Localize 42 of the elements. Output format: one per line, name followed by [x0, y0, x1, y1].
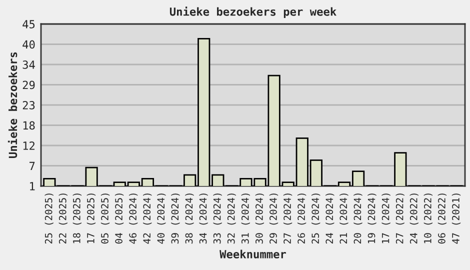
x-tick-label: 17 (2024): [382, 194, 390, 244]
x-tick-label: 22 (2025): [58, 194, 68, 244]
x-tick-label: 26 (2024): [297, 194, 306, 244]
x-tick-label: 24 (2024): [326, 194, 334, 244]
x-tick-label: 25 (2025): [44, 194, 54, 244]
x-tick-label: 18 (2025): [72, 194, 82, 244]
x-tick-label: 46 (2024): [128, 194, 138, 244]
y-tick-label: 12: [23, 142, 34, 150]
x-tick-label: 19 (2024): [368, 194, 376, 244]
x-tick-label: 21 (2024): [340, 194, 348, 244]
x-tick-label: 42 (2024): [143, 194, 152, 244]
y-tick-label: 23: [22, 101, 35, 110]
x-tick-label: 10 (2022): [424, 194, 432, 244]
y-tick-label: 1: [30, 182, 35, 190]
y-tick-label: 29: [22, 80, 35, 90]
x-tick-label: 47 (2021): [452, 194, 461, 244]
chart-title: Unieke bezoekers per week: [170, 6, 336, 18]
y-axis-title: Unieke bezoekers: [8, 52, 18, 158]
x-tick-label: 05 (2025): [100, 194, 110, 244]
x-tick-label: 33 (2024): [213, 194, 222, 244]
x-tick-label: 39 (2024): [171, 194, 180, 244]
x-tick-label: 34 (2024): [199, 194, 208, 244]
x-tick-label: 04 (2025): [114, 194, 124, 244]
x-tick-label: 40 (2024): [157, 194, 166, 244]
y-tick-label: 18: [23, 121, 35, 130]
x-tick-label: 25 (2024): [312, 194, 320, 244]
x-tick-label: 29 (2024): [269, 194, 278, 244]
x-tick-label: 17 (2025): [86, 194, 96, 244]
y-tick-label: 40: [22, 40, 35, 49]
x-tick-label: 38 (2024): [185, 194, 194, 244]
x-axis-title: Weeknummer: [220, 250, 286, 258]
x-tick-label: 20 (2024): [354, 194, 362, 244]
y-tick-label: 7: [30, 162, 35, 170]
x-tick-label: 27 (2022): [396, 194, 404, 244]
x-tick-label: 31 (2024): [241, 194, 250, 244]
x-tick-label: 06 (2022): [438, 194, 447, 244]
x-tick-label: 27 (2024): [283, 194, 292, 244]
x-tick-label: 32 (2024): [227, 194, 236, 244]
x-tick-label: 30 (2024): [255, 194, 264, 244]
y-tick-label: 34: [22, 60, 35, 69]
x-tick-label: 24 (2022): [410, 194, 418, 244]
y-tick-label: 45: [22, 20, 35, 28]
